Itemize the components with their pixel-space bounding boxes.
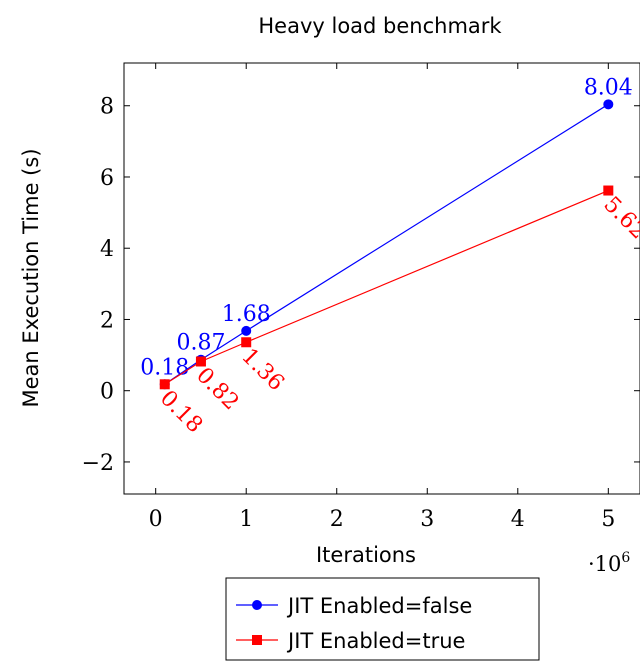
plot-area: [123, 62, 640, 495]
legend-marker: [252, 600, 262, 610]
legend-marker: [252, 635, 262, 645]
y-tick-label: 0: [100, 380, 114, 405]
legend: JIT Enabled=false JIT Enabled=true: [225, 577, 540, 661]
x-tick-label: 5: [601, 507, 615, 532]
series-layer: 0.180.871.688.040.180.821.365.62: [140, 75, 640, 438]
x-scale-note-exp: 6: [621, 550, 630, 566]
data-point: [603, 185, 614, 196]
legend-label: JIT Enabled=true: [286, 629, 465, 653]
data-point: [241, 337, 252, 348]
x-axis: 0 1 2 3 4 5: [149, 63, 615, 532]
data-label: 1.68: [222, 302, 271, 327]
x-tick-label: 4: [511, 507, 525, 532]
y-axis-label: Mean Execution Time (s): [19, 148, 43, 407]
x-tick-label: 0: [149, 507, 163, 532]
y-tick-label: 8: [100, 95, 114, 120]
data-label: 5.62: [599, 192, 640, 244]
series-line: [164, 189, 609, 385]
y-tick-label: −2: [82, 451, 114, 476]
data-label: 0.82: [191, 363, 243, 415]
data-label: 1.36: [236, 344, 288, 396]
y-tick-label: 2: [100, 308, 114, 333]
x-tick-label: 3: [420, 507, 434, 532]
x-scale-note-base: ·10: [588, 552, 621, 576]
data-label: 0.18: [155, 386, 207, 438]
legend-box: [225, 577, 540, 661]
y-tick-label: 6: [100, 166, 114, 191]
data-point: [241, 325, 252, 336]
series-line: [164, 103, 609, 385]
legend-label: JIT Enabled=false: [286, 594, 472, 618]
y-axis: −2 0 2 4 6 8: [82, 95, 640, 476]
x-tick-label: 1: [239, 507, 253, 532]
series-1: 0.180.87 1.68 8.04: [140, 75, 633, 390]
data-point: [159, 379, 170, 390]
data-label: 8.04: [584, 75, 633, 100]
x-scale-note: ·106: [588, 550, 630, 576]
data-label: 0.87: [176, 331, 225, 356]
axes-frame: [123, 62, 640, 495]
data-point: [195, 356, 206, 367]
x-axis-label: Iterations: [316, 543, 416, 567]
data-label: 0.18: [140, 355, 189, 380]
chart-title: Heavy load benchmark: [258, 14, 502, 38]
x-tick-label: 2: [330, 507, 344, 532]
data-point: [603, 99, 614, 110]
y-tick-label: 4: [100, 237, 114, 262]
